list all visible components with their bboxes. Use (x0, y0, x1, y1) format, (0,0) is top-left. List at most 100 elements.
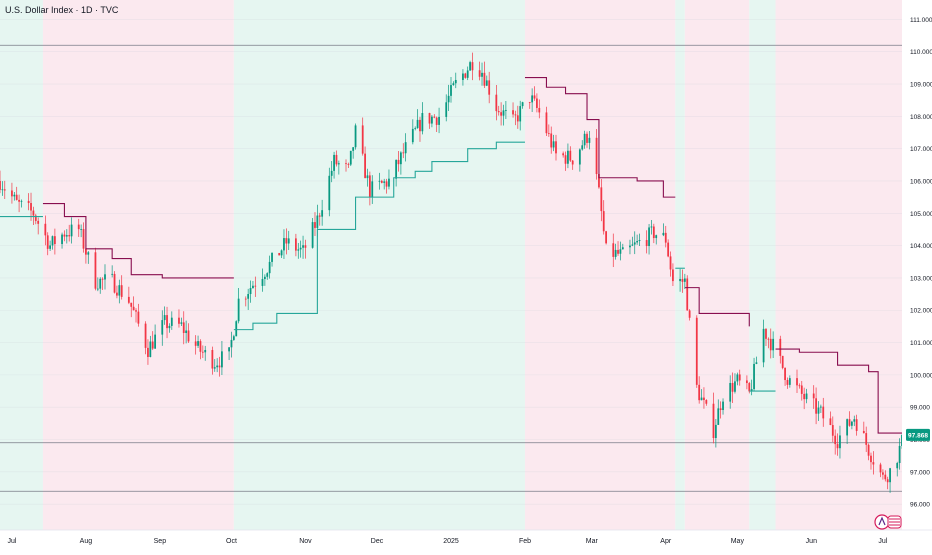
candle-body (120, 285, 123, 297)
candle (170, 311, 173, 330)
candle-body (648, 227, 650, 247)
candle-body (502, 110, 505, 116)
candle (297, 242, 300, 259)
time-axis-bg (0, 530, 932, 550)
candle (182, 311, 185, 345)
candle (96, 277, 99, 292)
time-tick-label: Sep (154, 538, 167, 545)
candle (667, 239, 670, 258)
candle-body (564, 155, 567, 164)
candle (416, 109, 419, 129)
candle-body (719, 408, 722, 411)
price-tick-label: 104.000 (910, 243, 932, 250)
candle (80, 224, 83, 238)
candle (199, 339, 202, 360)
candle (898, 438, 901, 470)
candle-body (588, 137, 591, 143)
candle-body (416, 119, 419, 129)
candle-body (889, 468, 891, 483)
candle (197, 335, 199, 348)
candle-body (283, 238, 285, 251)
candles (0, 52, 903, 493)
candle-body (235, 321, 238, 337)
candle (194, 335, 197, 355)
candle-body (688, 310, 691, 318)
candle-body (798, 385, 801, 387)
candle (404, 133, 407, 162)
candle-body (287, 238, 290, 244)
candle-body (536, 98, 538, 108)
candle (865, 426, 868, 453)
candle-body (65, 235, 68, 237)
candle-body (483, 72, 486, 86)
candle (755, 356, 758, 365)
candle-body (11, 190, 13, 197)
candle-body (337, 163, 340, 165)
candle-body (163, 315, 166, 321)
candle (531, 88, 534, 113)
candle (466, 66, 469, 81)
candle-body (562, 153, 565, 156)
candle-body (147, 347, 149, 357)
supertrend-bear (524, 77, 676, 198)
candle (345, 159, 347, 172)
candle (15, 186, 18, 201)
candle (32, 206, 35, 226)
candle-body (550, 133, 553, 148)
candle (366, 168, 369, 187)
candle (870, 452, 872, 470)
candle-body (772, 338, 775, 351)
candle (211, 346, 214, 375)
candle (435, 116, 438, 133)
candle-body (614, 249, 617, 257)
candle-body (488, 80, 491, 95)
candle (703, 387, 705, 409)
trend-band-bear (684, 0, 750, 530)
candle (836, 433, 839, 456)
candle (447, 84, 450, 112)
candle (834, 429, 837, 455)
candle-body (82, 229, 85, 249)
candle (831, 416, 834, 443)
candle-body (745, 380, 748, 384)
candle (772, 331, 775, 359)
candle-body (328, 175, 331, 211)
candle-body (650, 226, 653, 228)
candle-body (769, 338, 772, 351)
candle-body (297, 249, 300, 251)
candle (232, 334, 235, 341)
candle (521, 101, 524, 109)
candle-body (829, 418, 832, 426)
candle-body (294, 238, 297, 251)
supertrend-bear (775, 348, 902, 434)
candle-body (170, 317, 173, 326)
candle (299, 240, 302, 258)
candle-body (815, 398, 817, 414)
candle (268, 255, 271, 279)
candle (280, 249, 283, 259)
candle-body (347, 163, 350, 165)
candle (481, 62, 483, 86)
candle (249, 280, 252, 303)
candle (185, 320, 188, 344)
candle-body (464, 73, 467, 78)
candle (61, 232, 63, 249)
candle-body (521, 102, 524, 107)
candle (636, 234, 639, 245)
candle-body (221, 351, 223, 368)
trend-band-bear (42, 0, 234, 530)
candle (287, 230, 290, 250)
candle-body (27, 200, 30, 204)
candle-body (781, 355, 784, 368)
candle (512, 102, 514, 118)
candle-body (817, 407, 820, 414)
candle-body (681, 278, 684, 282)
candle-body (111, 273, 114, 275)
candle (662, 223, 665, 237)
candle (304, 239, 307, 259)
candle-body (333, 154, 335, 171)
candle (285, 228, 288, 255)
candle (504, 100, 507, 119)
